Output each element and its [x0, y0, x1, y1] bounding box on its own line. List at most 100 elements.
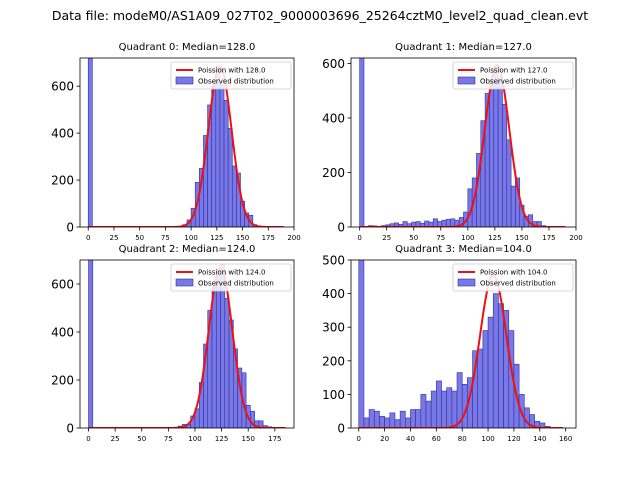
y-tick-label: 400 [51, 127, 74, 141]
histogram-bar [489, 79, 495, 227]
x-tick-label: 100 [184, 234, 197, 242]
legend-bar-swatch [457, 278, 476, 287]
axes-frame [79, 57, 295, 228]
x-tick-label: 125 [488, 234, 501, 242]
legend: Poission with 127.0 Observed distribution [452, 61, 574, 90]
quadrant-0-panel: 0 25 50 75 100 125 150 175 200 0 200 400 600 Quadrant… [51, 42, 301, 242]
y-tick-label: 0 [66, 422, 74, 436]
histogram-bar [223, 99, 229, 227]
histogram-bar [358, 260, 365, 428]
histogram-bar [445, 219, 451, 227]
histogram-bar [224, 298, 230, 428]
x-tick-label: 50 [409, 234, 418, 242]
histogram-bar [477, 348, 484, 428]
histogram-bar [482, 330, 489, 428]
x-tick-label: 125 [210, 234, 223, 242]
axes-frame [350, 259, 577, 429]
x-tick-label: 175 [268, 435, 281, 443]
legend-box [452, 263, 574, 292]
histogram-bar [410, 409, 416, 428]
legend: Poission with 124.0 Observed distribution [170, 263, 292, 292]
x-tick-label: 200 [569, 234, 582, 242]
legend-label-observed: Observed distribution [198, 78, 274, 86]
y-tick-label: 200 [322, 166, 345, 180]
x-tick-label: 150 [236, 234, 249, 242]
histogram-bar [415, 409, 422, 428]
histogram-bar [87, 58, 93, 227]
y-tick-label: 600 [51, 80, 74, 94]
legend-bar-swatch [175, 278, 194, 287]
histogram-bar [497, 76, 503, 227]
x-tick-label: 40 [406, 435, 415, 443]
histogram-bar [373, 410, 380, 428]
histogram-bar [219, 83, 225, 227]
legend-bar-swatch [457, 76, 476, 85]
histogram-bar [215, 274, 221, 428]
histogram-bar [211, 286, 217, 428]
y-tick-label: 0 [337, 422, 345, 436]
legend: Poission with 104.0 Observed distribution [452, 263, 574, 292]
legend-label-poisson: Poission with 104.0 [480, 269, 548, 277]
histogram-bar [363, 417, 370, 428]
quadrant-3-panel: 0 20 40 60 80 100 120 140 160 0 100 200 300 400 500 Qua… [322, 244, 577, 443]
histogram-bar [493, 65, 499, 227]
y-tick-label: 600 [322, 57, 345, 71]
panel-title: Quadrant 2: Median=124.0 [119, 244, 256, 255]
x-tick-label: 20 [380, 435, 389, 443]
y-tick-label: 0 [66, 221, 74, 235]
x-tick-label: 100 [188, 435, 201, 443]
legend-box [452, 61, 574, 90]
poisson-curve-line [358, 273, 564, 428]
x-tick-label: 0 [357, 234, 361, 242]
panel-title: Quadrant 3: Median=104.0 [395, 244, 532, 255]
y-tick-label: 400 [51, 326, 74, 340]
x-tick-label: 120 [507, 435, 520, 443]
histogram-bar [227, 128, 233, 227]
legend-label-poisson: Poission with 124.0 [198, 269, 266, 277]
histogram-bar [432, 218, 438, 227]
x-tick-label: 0 [357, 435, 361, 443]
x-tick-label: 0 [86, 435, 90, 443]
legend-label-poisson: Poission with 127.0 [480, 67, 548, 75]
histogram-bar [379, 415, 385, 428]
plot-content [358, 260, 564, 428]
x-tick-label: 25 [111, 435, 120, 443]
plot-content [359, 58, 566, 227]
figure-title: Data file: modeM0/AS1A09_027T02_90000036… [51, 8, 589, 23]
y-tick-label: 400 [322, 111, 345, 125]
x-tick-label: 75 [161, 234, 170, 242]
legend-label-observed: Observed distribution [480, 280, 556, 288]
y-tick-label: 200 [51, 174, 74, 188]
legend-box [170, 263, 292, 292]
y-tick-label: 300 [322, 321, 345, 335]
y-tick-label: 500 [322, 254, 345, 268]
y-tick-label: 400 [322, 287, 345, 301]
x-tick-label: 100 [481, 435, 494, 443]
legend-label-observed: Observed distribution [480, 78, 556, 86]
histogram-bar [384, 417, 391, 428]
legend-label-observed: Observed distribution [198, 280, 274, 288]
x-tick-label: 160 [559, 435, 572, 443]
histogram-bar [215, 67, 221, 227]
histogram-bar [211, 85, 217, 227]
histogram-bar [231, 165, 237, 227]
y-tick-label: 200 [51, 374, 74, 388]
histogram-bar [441, 390, 447, 428]
x-tick-label: 80 [458, 435, 467, 443]
y-tick-label: 100 [322, 388, 345, 402]
histogram-bar [506, 139, 512, 227]
histogram-bar [88, 260, 94, 428]
x-tick-label: 100 [461, 234, 474, 242]
x-tick-label: 175 [542, 234, 555, 242]
legend: Poission with 128.0 Observed distribution [170, 61, 292, 90]
axes-frame [79, 259, 295, 429]
panel-title: Quadrant 0: Median=128.0 [119, 42, 256, 53]
histogram-bar [405, 417, 411, 428]
x-tick-label: 150 [242, 435, 255, 443]
y-tick-label: 200 [322, 354, 345, 368]
x-tick-label: 0 [86, 234, 90, 242]
x-tick-label: 150 [515, 234, 528, 242]
x-tick-label: 60 [432, 435, 441, 443]
histogram-bar [430, 390, 437, 428]
